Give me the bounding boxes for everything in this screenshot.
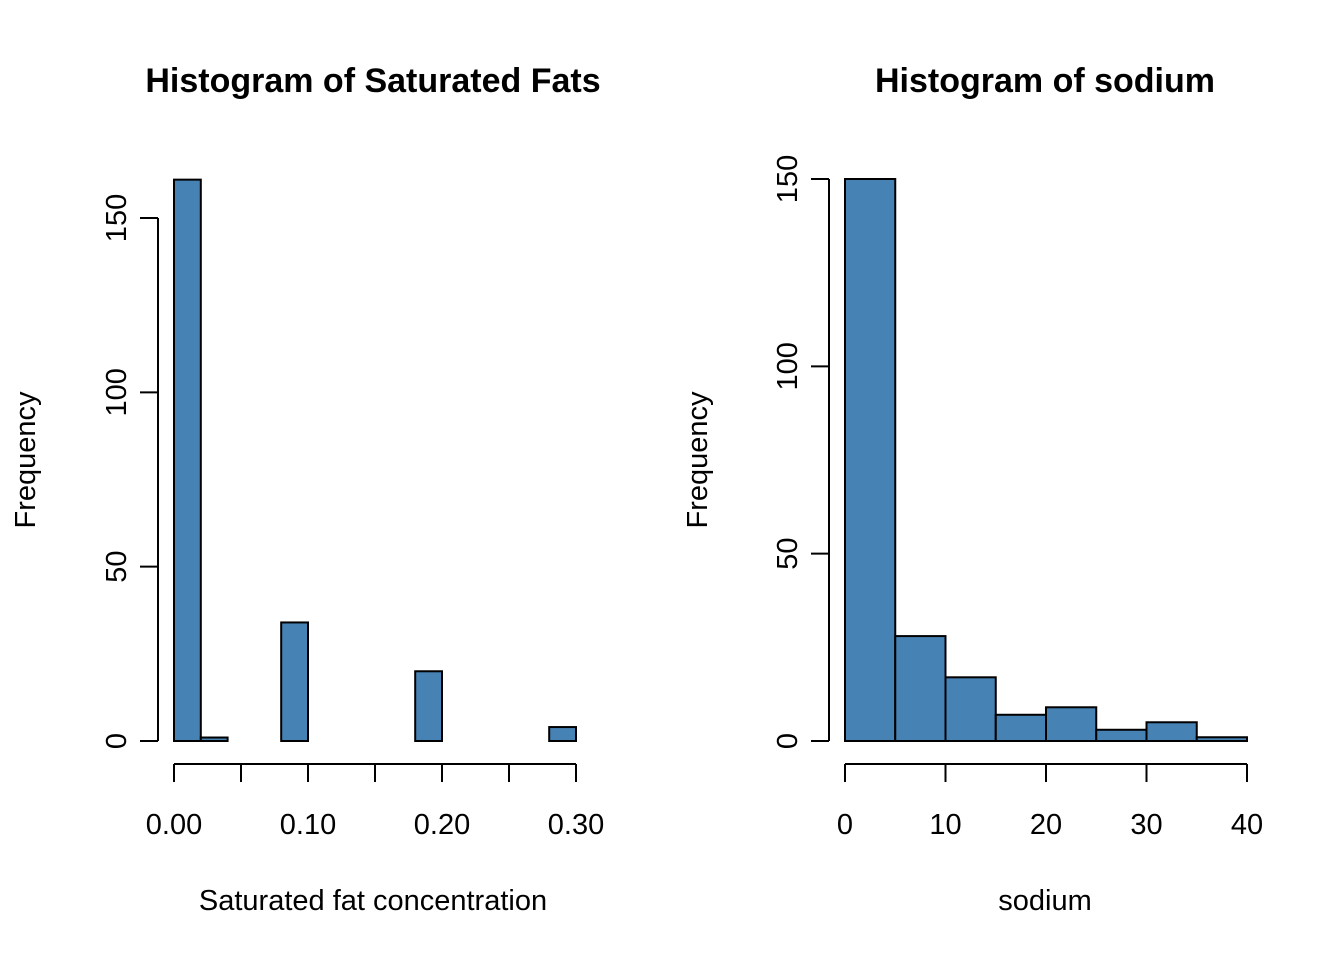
chart-title: Histogram of Saturated Fats [145, 62, 600, 100]
histogram-bar [1045, 706, 1098, 743]
y-tick-label: 0 [772, 733, 804, 749]
histogram-bar [1195, 736, 1248, 743]
y-tick-label: 50 [101, 551, 133, 583]
histogram-bar [944, 676, 997, 742]
bars [844, 178, 1248, 743]
histogram-bar [894, 635, 947, 742]
histogram-bar [199, 736, 229, 742]
saturated-fats-histogram: Histogram of Saturated Fats 0 50 100 150 0.… [10, 62, 604, 917]
x-axis: 0 10 20 30 40 [837, 763, 1263, 841]
histogram-bar [1145, 721, 1198, 742]
y-tick-label: 150 [772, 155, 804, 203]
y-axis-label: Frequency [10, 391, 42, 529]
chart-title: Histogram of sodium [875, 62, 1215, 100]
histogram-bar [1095, 728, 1148, 743]
histogram-bar [280, 621, 310, 742]
histogram-bar [548, 726, 578, 743]
histogram-bar [994, 713, 1047, 742]
y-tick-label: 100 [772, 342, 804, 390]
x-tick-label: 40 [1231, 809, 1263, 841]
x-tick-label: 30 [1130, 809, 1162, 841]
x-axis-label: Saturated fat concentration [199, 885, 547, 917]
y-tick-label: 150 [101, 194, 133, 242]
y-axis: 0 50 100 150 [772, 155, 830, 749]
y-axis-label: Frequency [682, 391, 714, 529]
x-tick-label: 0 [837, 809, 853, 841]
y-tick-label: 50 [772, 538, 804, 570]
x-tick-label: 0.10 [280, 809, 336, 841]
histogram-bar [173, 178, 202, 742]
x-axis-label: sodium [998, 885, 1092, 917]
y-axis: 0 50 100 150 [101, 194, 159, 749]
x-tick-label: 0.00 [146, 809, 202, 841]
y-tick-label: 0 [101, 733, 133, 749]
y-tick-label: 100 [101, 368, 133, 416]
bars [173, 178, 578, 743]
x-axis: 0.00 0.10 0.20 0.30 [146, 763, 604, 841]
histogram-bar [414, 670, 444, 742]
x-tick-label: 10 [929, 809, 961, 841]
histogram-bar [844, 178, 897, 742]
x-tick-label: 0.30 [548, 809, 604, 841]
x-tick-label: 0.20 [414, 809, 470, 841]
x-tick-label: 20 [1030, 809, 1062, 841]
